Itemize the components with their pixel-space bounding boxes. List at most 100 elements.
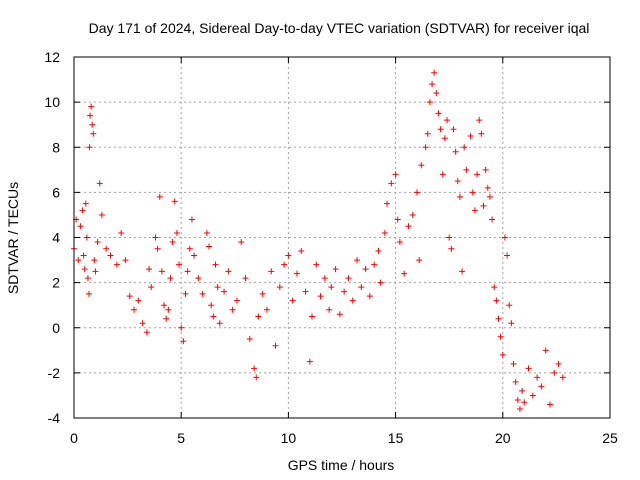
data-point-0-51 bbox=[191, 252, 198, 259]
data-point-0-49 bbox=[186, 245, 193, 252]
data-point-0-12 bbox=[87, 112, 94, 119]
data-point-0-127 bbox=[452, 148, 459, 155]
data-point-0-163 bbox=[542, 347, 549, 354]
data-point-0-66 bbox=[242, 275, 249, 282]
y-tick-label-2: 0 bbox=[52, 320, 60, 336]
data-point-0-26 bbox=[126, 293, 133, 300]
data-point-0-150 bbox=[504, 252, 511, 259]
y-tick-label-8: 12 bbox=[44, 49, 60, 65]
data-point-0-147 bbox=[497, 333, 504, 340]
data-point-0-9 bbox=[84, 275, 91, 282]
data-point-0-6 bbox=[81, 266, 88, 273]
data-point-0-23 bbox=[113, 261, 120, 268]
data-point-0-17 bbox=[92, 268, 99, 275]
data-point-0-43 bbox=[173, 229, 180, 236]
data-point-0-28 bbox=[135, 297, 142, 304]
data-point-0-122 bbox=[441, 135, 448, 142]
data-point-0-141 bbox=[484, 184, 491, 191]
data-point-0-162 bbox=[538, 383, 545, 390]
data-point-0-62 bbox=[225, 268, 232, 275]
data-point-0-46 bbox=[180, 338, 187, 345]
data-point-0-4 bbox=[79, 207, 86, 214]
x-tick-label-4: 20 bbox=[495, 430, 511, 446]
data-point-0-92 bbox=[345, 275, 352, 282]
data-point-0-3 bbox=[77, 223, 84, 230]
data-point-0-158 bbox=[521, 399, 528, 406]
data-point-0-67 bbox=[246, 336, 253, 343]
data-point-0-132 bbox=[463, 166, 470, 173]
data-point-0-45 bbox=[178, 324, 185, 331]
data-point-0-86 bbox=[321, 275, 328, 282]
data-point-0-90 bbox=[336, 311, 343, 318]
y-tick-label-0: -4 bbox=[48, 410, 61, 426]
data-point-0-47 bbox=[182, 290, 189, 297]
data-point-0-93 bbox=[349, 297, 356, 304]
data-point-0-138 bbox=[478, 130, 485, 137]
data-point-0-14 bbox=[89, 121, 96, 128]
data-point-0-10 bbox=[86, 290, 93, 297]
data-point-0-164 bbox=[546, 401, 553, 408]
data-point-0-112 bbox=[418, 162, 425, 169]
data-point-0-73 bbox=[268, 268, 275, 275]
data-point-0-143 bbox=[489, 216, 496, 223]
data-point-0-105 bbox=[394, 216, 401, 223]
data-point-0-88 bbox=[328, 284, 335, 291]
data-point-0-44 bbox=[176, 261, 183, 268]
data-point-0-8 bbox=[83, 234, 90, 241]
data-point-0-70 bbox=[255, 313, 262, 320]
data-point-0-71 bbox=[259, 290, 266, 297]
data-point-0-133 bbox=[467, 132, 474, 139]
data-point-0-76 bbox=[281, 261, 288, 268]
data-point-0-40 bbox=[167, 275, 174, 282]
data-point-0-106 bbox=[396, 239, 403, 246]
data-point-0-99 bbox=[375, 248, 382, 255]
data-point-0-82 bbox=[306, 358, 313, 365]
data-point-0-85 bbox=[317, 293, 324, 300]
data-point-0-74 bbox=[272, 342, 279, 349]
data-point-0-87 bbox=[326, 306, 333, 313]
data-point-0-52 bbox=[195, 275, 202, 282]
data-point-0-129 bbox=[456, 193, 463, 200]
data-point-0-11 bbox=[86, 144, 93, 151]
data-point-0-33 bbox=[152, 234, 159, 241]
data-point-0-125 bbox=[448, 245, 455, 252]
data-point-0-108 bbox=[405, 223, 412, 230]
y-axis-label: SDTVAR / TECUs bbox=[5, 182, 21, 294]
data-point-0-34 bbox=[154, 245, 161, 252]
data-point-0-65 bbox=[238, 239, 245, 246]
data-point-0-32 bbox=[148, 284, 155, 291]
data-point-0-41 bbox=[169, 239, 176, 246]
data-point-0-115 bbox=[426, 99, 433, 106]
data-point-0-156 bbox=[516, 405, 523, 412]
data-point-0-134 bbox=[469, 189, 476, 196]
data-point-0-159 bbox=[525, 365, 532, 372]
data-point-0-69 bbox=[253, 374, 260, 381]
data-point-0-79 bbox=[293, 270, 300, 277]
data-point-0-39 bbox=[165, 306, 172, 313]
data-point-0-18 bbox=[94, 239, 101, 246]
data-point-0-111 bbox=[416, 257, 423, 264]
data-point-0-98 bbox=[371, 261, 378, 268]
data-point-0-57 bbox=[210, 313, 217, 320]
data-point-0-59 bbox=[214, 284, 221, 291]
data-point-0-72 bbox=[263, 306, 270, 313]
data-point-0-77 bbox=[285, 252, 292, 259]
data-point-0-120 bbox=[437, 126, 444, 133]
data-point-0-142 bbox=[486, 193, 493, 200]
data-point-0-36 bbox=[158, 268, 165, 275]
data-point-0-100 bbox=[377, 279, 384, 286]
data-point-0-101 bbox=[381, 229, 388, 236]
data-point-0-24 bbox=[118, 229, 125, 236]
data-point-0-148 bbox=[499, 351, 506, 358]
data-point-0-113 bbox=[422, 144, 429, 151]
data-point-0-30 bbox=[143, 329, 150, 336]
data-point-0-89 bbox=[332, 266, 339, 273]
data-point-0-149 bbox=[501, 234, 508, 241]
y-tick-label-5: 6 bbox=[52, 184, 60, 200]
data-point-0-56 bbox=[208, 302, 215, 309]
data-point-0-135 bbox=[471, 207, 478, 214]
data-point-0-95 bbox=[358, 284, 365, 291]
data-point-0-27 bbox=[131, 306, 138, 313]
y-tick-label-7: 10 bbox=[44, 94, 60, 110]
